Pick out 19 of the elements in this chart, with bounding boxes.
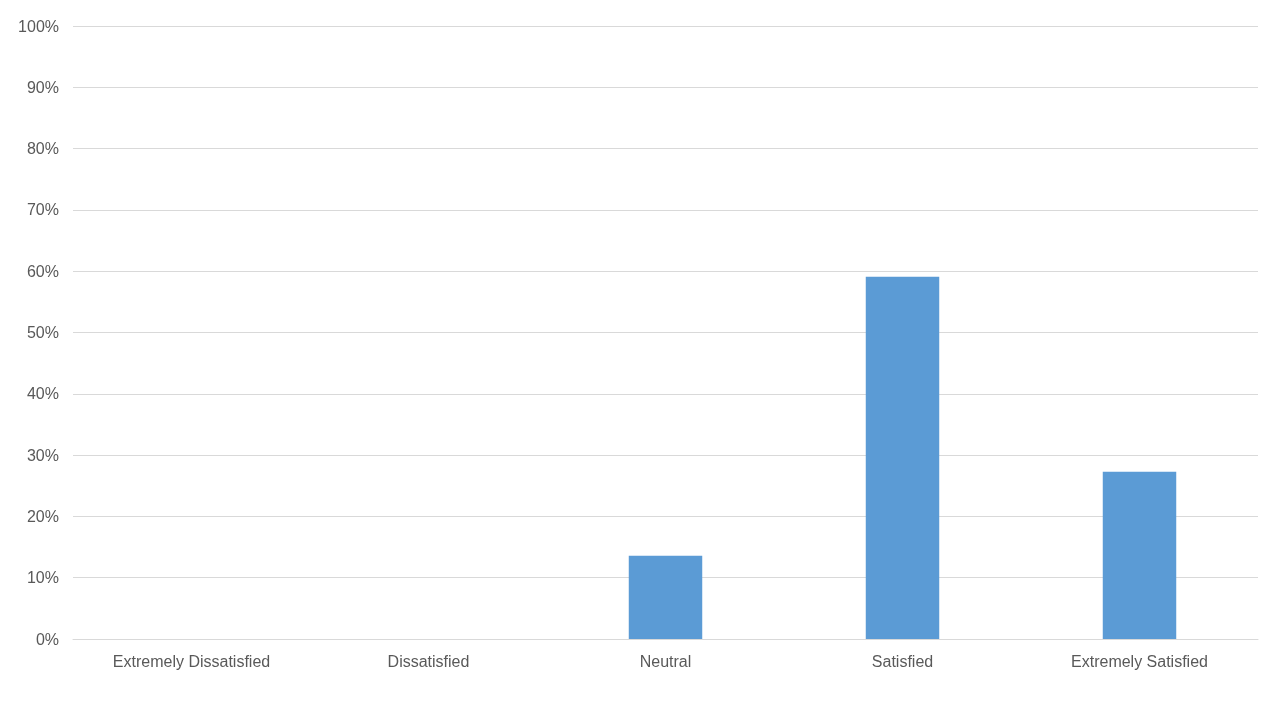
y-tick-label: 30%: [26, 446, 59, 464]
y-tick-label: 70%: [26, 201, 59, 219]
x-tick-label: Satisfied: [871, 652, 934, 670]
bar: [1102, 471, 1177, 639]
x-tick-label: Dissatisfied: [387, 652, 470, 670]
bar: [628, 555, 703, 639]
x-tick-label: Extremely Satisfied: [1071, 652, 1208, 670]
y-tick-label: 80%: [26, 140, 59, 158]
y-tick-label: 0%: [35, 630, 59, 648]
bar: [865, 276, 940, 639]
y-tick-label: 20%: [26, 507, 59, 525]
y-tick-label: 60%: [26, 262, 59, 280]
x-tick-label: Extremely Dissatisfied: [112, 652, 271, 670]
y-tick-label: 50%: [26, 324, 59, 341]
y-tick-label: 90%: [26, 78, 59, 96]
x-tick-label: Neutral: [639, 652, 692, 670]
y-tick-label: 10%: [26, 569, 59, 587]
y-tick-label: 40%: [26, 385, 59, 403]
y-tick-label: 100%: [18, 17, 59, 35]
